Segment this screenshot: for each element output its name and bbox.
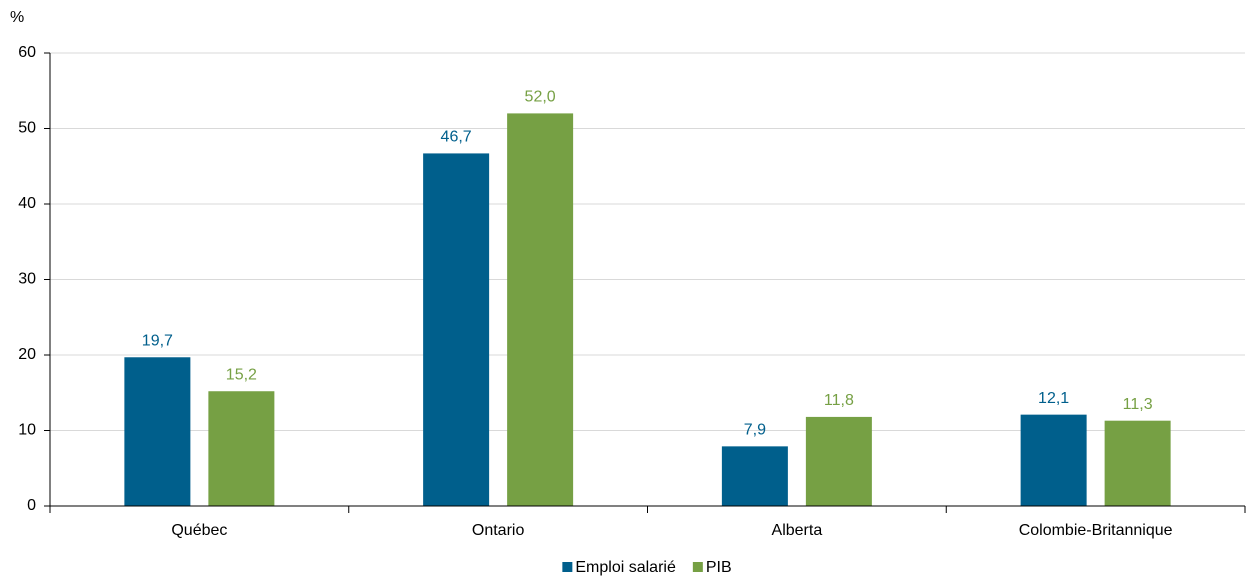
bar <box>805 416 872 506</box>
x-tick-label: Québec <box>171 522 227 539</box>
y-tick-label: 30 <box>18 271 36 288</box>
y-tick-label: 50 <box>18 120 36 137</box>
y-tick-label: 10 <box>18 422 36 439</box>
data-label: 12,1 <box>1038 390 1069 407</box>
bar <box>721 446 788 506</box>
data-label: 19,7 <box>142 332 173 349</box>
y-tick-label: 20 <box>18 346 36 363</box>
legend-swatch <box>692 562 703 572</box>
bar <box>208 391 275 506</box>
data-label: 7,9 <box>744 422 766 439</box>
y-tick-label: 40 <box>18 195 36 212</box>
bar <box>1104 420 1171 506</box>
data-label: 52,0 <box>525 89 556 106</box>
y-axis-label: % <box>10 9 24 26</box>
legend-label: PIB <box>706 559 732 576</box>
bar <box>507 113 574 507</box>
x-tick-label: Ontario <box>472 522 525 539</box>
y-tick-label: 60 <box>18 44 36 61</box>
y-tick-label: 0 <box>27 497 36 514</box>
data-label: 15,2 <box>226 366 257 383</box>
legend-label: Emploi salarié <box>575 559 676 576</box>
legend-swatch <box>562 562 573 572</box>
data-label: 11,3 <box>1123 396 1153 413</box>
data-label: 46,7 <box>441 129 472 146</box>
x-tick-label: Colombie-Britannique <box>1019 522 1173 539</box>
x-tick-label: Alberta <box>772 522 823 539</box>
bar <box>1020 414 1087 506</box>
data-label: 11,8 <box>824 392 854 409</box>
bar <box>124 357 191 506</box>
bar <box>423 153 490 507</box>
